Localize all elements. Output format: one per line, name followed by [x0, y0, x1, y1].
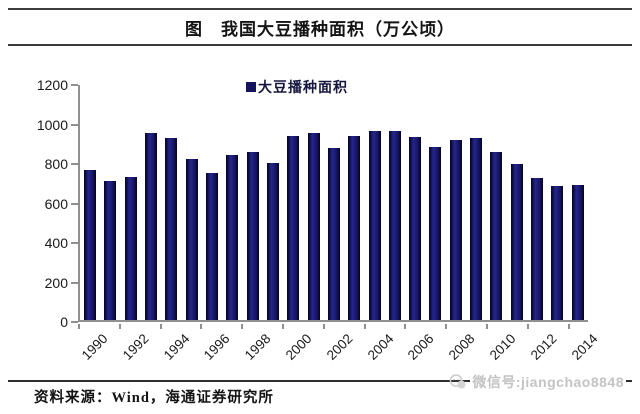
x-tick-label-2010: 2010: [486, 331, 519, 363]
bar-1999: [266, 162, 279, 320]
bar-1996: [206, 172, 219, 320]
bar-2001: [307, 132, 320, 320]
x-tick-label-2000: 2000: [282, 331, 315, 363]
x-tick-mark: [159, 324, 162, 329]
x-tick-label-1998: 1998: [241, 331, 274, 363]
legend-marker-icon: [246, 82, 256, 92]
x-tick-mark: [567, 324, 570, 329]
x-tick-label-2008: 2008: [445, 331, 478, 363]
bar-2013: [551, 185, 564, 320]
title-divider: [8, 44, 632, 46]
bar-2010: [490, 151, 503, 320]
y-tick-label-400: 400: [44, 235, 68, 251]
y-tick-mark: [71, 123, 78, 126]
bar-2011: [510, 164, 523, 320]
bar-2000: [287, 136, 300, 320]
bar-1994: [165, 137, 178, 320]
bar-2006: [409, 136, 422, 320]
bar-2014: [571, 185, 584, 320]
y-tick-label-600: 600: [44, 195, 68, 212]
x-tick-mark: [526, 324, 529, 329]
x-tick-mark: [200, 324, 203, 329]
x-tick-mark: [282, 324, 284, 329]
bar-2004: [368, 130, 381, 320]
bar-2008: [449, 139, 462, 320]
bar-2003: [348, 136, 361, 320]
bar-2009: [470, 138, 483, 320]
bar-2005: [388, 130, 401, 320]
top-divider: [8, 8, 632, 10]
x-tick-mark: [322, 324, 325, 329]
x-tick-label-2012: 2012: [527, 331, 560, 363]
x-tick-mark: [241, 324, 244, 329]
x-tick-label-1990: 1990: [78, 331, 111, 363]
x-tick-label-1992: 1992: [119, 331, 152, 363]
x-tick-mark: [445, 324, 448, 329]
bar-1993: [145, 133, 158, 320]
bar-1992: [124, 177, 137, 320]
y-tick-mark: [71, 84, 78, 86]
legend-label: 大豆播种面积: [258, 81, 348, 96]
x-tick-label-2006: 2006: [405, 331, 437, 363]
x-tick-mark: [118, 324, 121, 329]
legend: 大豆播种面积: [246, 77, 348, 97]
y-tick-mark: [71, 242, 78, 244]
x-tick-mark: [486, 324, 488, 329]
chart-title: 图 我国大豆播种面积（万公顷）: [185, 20, 455, 39]
wechat-icon: [450, 374, 466, 389]
x-tick-label-1996: 1996: [201, 331, 233, 363]
plot-area: [78, 85, 588, 322]
y-tick-label-0: 0: [60, 314, 68, 330]
bar-1997: [226, 155, 239, 320]
bar-2007: [429, 147, 442, 320]
y-tick-mark: [71, 321, 78, 323]
x-tick-label-2002: 2002: [323, 331, 356, 363]
x-tick-mark: [78, 324, 80, 329]
x-tick-mark: [404, 324, 407, 329]
source-note: 资料来源：Wind，海通证券研究所: [34, 390, 274, 406]
watermark-text: 微信号:jiangchao8848: [470, 372, 626, 392]
x-tick-mark: [363, 324, 366, 329]
bar-2012: [531, 178, 544, 320]
bar-1998: [246, 152, 259, 320]
y-tick-label-1000: 1000: [36, 116, 68, 133]
bar-2002: [327, 147, 340, 320]
y-tick-label-800: 800: [44, 156, 68, 172]
y-tick-mark: [71, 281, 78, 284]
y-tick-mark: [71, 202, 78, 205]
bar-1995: [185, 159, 198, 320]
y-tick-label-1200: 1200: [36, 77, 68, 93]
y-tick-mark: [71, 163, 78, 165]
x-tick-label-1994: 1994: [160, 331, 193, 363]
y-tick-label-200: 200: [44, 274, 68, 291]
footer-divider: [8, 380, 632, 382]
bar-1991: [104, 180, 117, 320]
x-tick-label-2014: 2014: [568, 331, 601, 363]
x-tick-label-2004: 2004: [364, 331, 397, 363]
watermark: 微信号:jiangchao8848: [449, 372, 626, 392]
bar-1990: [84, 169, 97, 320]
